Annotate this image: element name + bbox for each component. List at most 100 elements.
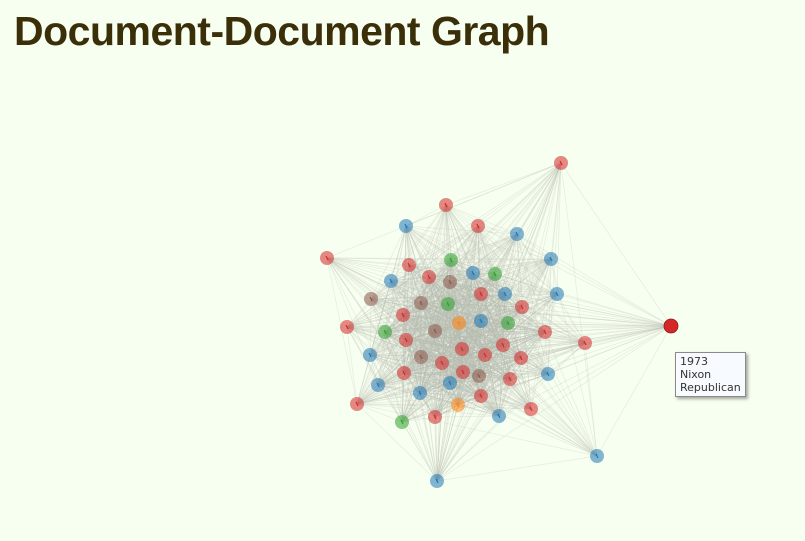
graph-node[interactable] [474, 287, 488, 301]
graph-node[interactable] [441, 297, 455, 311]
graph-edge [450, 258, 552, 261]
graph-node[interactable] [396, 308, 410, 322]
graph-node[interactable] [350, 397, 364, 411]
graph-edge [436, 325, 672, 482]
graph-edge [436, 404, 459, 482]
graph-node[interactable] [466, 266, 480, 280]
graph-node[interactable] [538, 325, 552, 339]
graph-node[interactable] [515, 300, 529, 314]
graph-edge [445, 204, 496, 275]
graph-edge [516, 233, 558, 295]
graph-node[interactable] [510, 227, 524, 241]
node-tick [483, 352, 487, 358]
node-circle[interactable] [663, 318, 679, 334]
graph-edge [405, 162, 562, 227]
graph-node[interactable] [371, 378, 385, 392]
graph-node[interactable] [399, 333, 413, 347]
graph-edge [356, 403, 598, 457]
graph-node[interactable] [320, 251, 334, 265]
graph-edge [401, 339, 407, 423]
graph-edge [450, 233, 518, 261]
graph-node[interactable] [384, 274, 398, 288]
graph-node[interactable] [397, 366, 411, 380]
node-tick [368, 352, 372, 358]
graph-node[interactable] [488, 267, 502, 281]
graph-edge [401, 421, 438, 482]
graph-edge [370, 233, 518, 300]
graph-node[interactable] [340, 320, 354, 334]
graph-node[interactable] [544, 252, 558, 266]
graph-edge [436, 373, 549, 482]
graph-edge [434, 415, 500, 418]
graph-edge [370, 298, 422, 304]
graph-edge [457, 331, 546, 406]
graph-node[interactable] [439, 198, 453, 212]
graph-node[interactable] [524, 402, 538, 416]
graph-edge [369, 322, 460, 356]
graph-node[interactable] [451, 398, 465, 412]
graph-node-selected[interactable] [663, 318, 679, 334]
graph-node[interactable] [492, 409, 506, 423]
graph-node[interactable] [402, 258, 416, 272]
graph-node[interactable] [430, 474, 444, 488]
graph-node[interactable] [428, 324, 442, 338]
graph-edge [502, 344, 532, 410]
graph-edge [472, 225, 479, 274]
graph-edge [377, 384, 482, 397]
node-tick [456, 402, 460, 408]
graph-edge [405, 339, 438, 482]
graph-node[interactable] [474, 389, 488, 403]
graph-node[interactable] [414, 296, 428, 310]
graph-node[interactable] [413, 386, 427, 400]
graph-edge [369, 298, 372, 356]
graph-node[interactable] [399, 219, 413, 233]
graph-edge [402, 264, 410, 316]
graph-node[interactable] [363, 348, 377, 362]
graph-node[interactable] [444, 253, 458, 267]
graph-edge [445, 204, 452, 261]
graph-node[interactable] [395, 415, 409, 429]
graph-node[interactable] [541, 367, 555, 381]
graph-node[interactable] [364, 292, 378, 306]
graph-edge [377, 371, 464, 386]
graph-node[interactable] [414, 350, 428, 364]
graph-edge [516, 162, 562, 235]
graph-node[interactable] [496, 338, 510, 352]
graph-edge [547, 342, 586, 375]
node-tick [559, 160, 563, 166]
graph-edge [402, 314, 451, 384]
graph-node[interactable] [501, 316, 515, 330]
graph-node[interactable] [478, 348, 492, 362]
graph-node[interactable] [578, 336, 592, 350]
graph-node[interactable] [435, 356, 449, 370]
graph-node[interactable] [443, 275, 457, 289]
graph-edge [436, 204, 447, 482]
graph-node[interactable] [590, 449, 604, 463]
graph-node[interactable] [455, 342, 469, 356]
graph-node[interactable] [554, 156, 568, 170]
graph-node[interactable] [428, 410, 442, 424]
graph-node[interactable] [422, 270, 436, 284]
graph-node[interactable] [550, 287, 564, 301]
graph-edge [584, 342, 598, 457]
graph-node[interactable] [503, 372, 517, 386]
graph-node[interactable] [472, 369, 486, 383]
graph-node[interactable] [498, 287, 512, 301]
graph-node[interactable] [514, 351, 528, 365]
graph-edge [556, 293, 586, 344]
graph-edge [478, 325, 672, 377]
graph-node[interactable] [471, 219, 485, 233]
graph-nodes[interactable] [320, 156, 679, 488]
graph-node[interactable] [378, 325, 392, 339]
graph-edge [369, 259, 452, 356]
node-tick [583, 340, 587, 346]
node-tick [461, 369, 465, 375]
graph-edge [484, 354, 549, 375]
graph-node[interactable] [452, 316, 466, 330]
graph-edge [556, 293, 672, 327]
graph-edge [408, 264, 598, 457]
graph-node[interactable] [456, 365, 470, 379]
graph-node[interactable] [443, 376, 457, 390]
graph-node[interactable] [474, 314, 488, 328]
